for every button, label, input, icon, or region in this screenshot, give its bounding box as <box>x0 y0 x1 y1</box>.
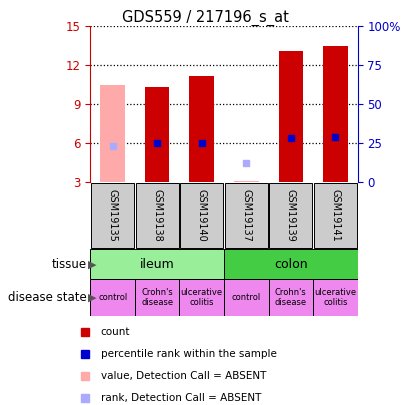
FancyBboxPatch shape <box>90 279 135 316</box>
Text: ulcerative
colitis: ulcerative colitis <box>181 288 223 307</box>
FancyBboxPatch shape <box>91 183 134 248</box>
Text: GDS559 / 217196_s_at: GDS559 / 217196_s_at <box>122 10 289 26</box>
FancyBboxPatch shape <box>313 279 358 316</box>
Text: percentile rank within the sample: percentile rank within the sample <box>101 349 277 359</box>
FancyBboxPatch shape <box>90 249 224 279</box>
FancyBboxPatch shape <box>268 279 313 316</box>
Text: GSM19138: GSM19138 <box>152 189 162 242</box>
Bar <box>189 76 214 182</box>
Bar <box>100 85 125 182</box>
Text: ileum: ileum <box>140 258 175 271</box>
Text: colon: colon <box>274 258 307 271</box>
Bar <box>323 46 348 182</box>
FancyBboxPatch shape <box>314 183 357 248</box>
Text: control: control <box>98 293 127 302</box>
FancyBboxPatch shape <box>224 249 358 279</box>
Text: GSM19141: GSM19141 <box>330 189 340 242</box>
FancyBboxPatch shape <box>224 279 268 316</box>
Text: ▶: ▶ <box>88 259 97 269</box>
Text: GSM19137: GSM19137 <box>241 189 251 242</box>
Text: GSM19135: GSM19135 <box>108 189 118 242</box>
Text: Crohn's
disease: Crohn's disease <box>141 288 173 307</box>
Text: value, Detection Call = ABSENT: value, Detection Call = ABSENT <box>101 371 266 381</box>
Text: ulcerative
colitis: ulcerative colitis <box>314 288 356 307</box>
Bar <box>279 51 303 182</box>
FancyBboxPatch shape <box>270 183 312 248</box>
FancyBboxPatch shape <box>225 183 268 248</box>
FancyBboxPatch shape <box>180 279 224 316</box>
Text: count: count <box>101 327 130 337</box>
Text: rank, Detection Call = ABSENT: rank, Detection Call = ABSENT <box>101 393 261 403</box>
Text: disease state: disease state <box>7 291 86 304</box>
Text: GSM19140: GSM19140 <box>197 189 207 242</box>
Text: GSM19139: GSM19139 <box>286 189 296 242</box>
Text: tissue: tissue <box>51 258 86 271</box>
Text: ▶: ▶ <box>88 293 97 303</box>
Bar <box>145 87 169 182</box>
FancyBboxPatch shape <box>135 279 180 316</box>
Text: Crohn's
disease: Crohn's disease <box>275 288 307 307</box>
FancyBboxPatch shape <box>136 183 178 248</box>
Text: control: control <box>232 293 261 302</box>
FancyBboxPatch shape <box>180 183 223 248</box>
Bar <box>234 181 259 182</box>
